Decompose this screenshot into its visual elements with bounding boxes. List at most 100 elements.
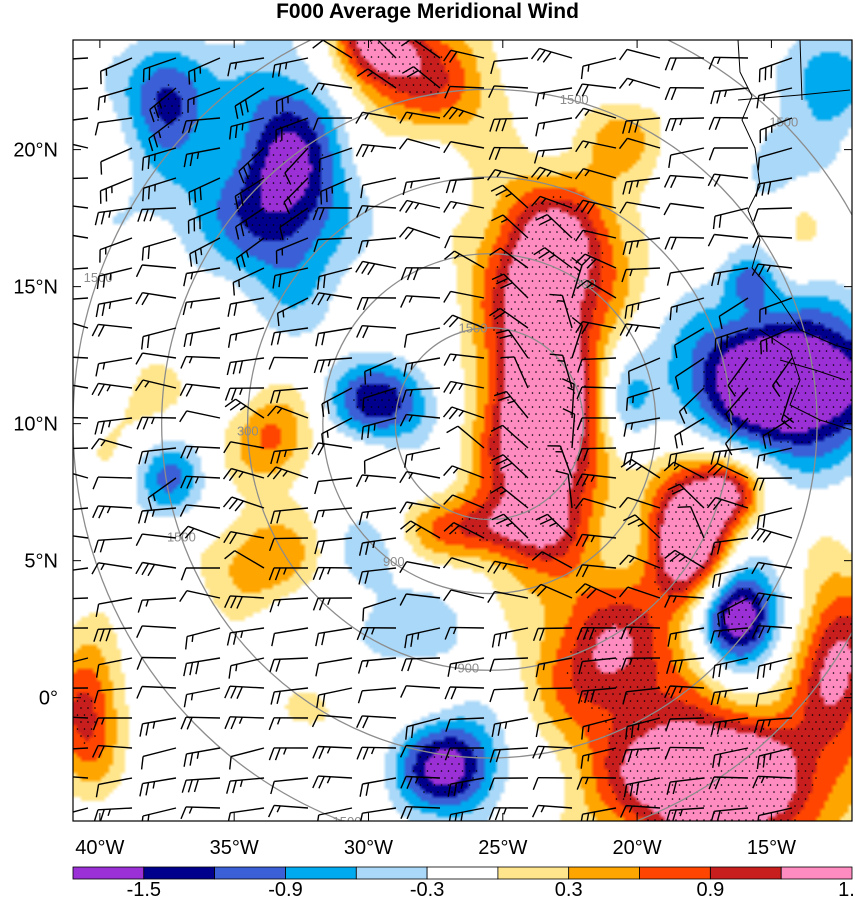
stipple-dot [549,343,551,345]
stipple-dot [839,406,842,408]
stipple-dot [517,224,520,226]
stipple-dot [489,504,492,506]
wind-barb [533,247,573,269]
stipple-dot [626,707,628,709]
stipple-dot [556,287,558,289]
stipple-dot [244,196,247,198]
stipple-dot [542,287,544,289]
stipple-dot [503,378,506,380]
stipple-dot [549,427,551,429]
wind-barb [535,213,573,239]
stipple-dot [517,462,520,464]
stipple-dot [276,161,278,163]
stipple-dot [678,700,681,702]
stipple-dot [297,217,299,219]
stipple-dot [500,301,502,303]
stipple-dot [405,84,408,86]
stipple-dot [419,756,422,758]
stipple-dot [836,637,838,639]
stipple-dot [458,749,460,751]
stipple-dot [773,343,775,345]
wind-barb [562,407,576,449]
stipple-dot [738,511,740,513]
stipple-dot [601,266,604,268]
stipple-dot [776,322,779,324]
significance-stippling [76,42,852,821]
wind-barb [268,537,309,552]
stipple-dot [584,245,586,247]
stipple-dot [472,749,474,751]
wind-barb [149,87,177,123]
stipple-dot [507,497,509,499]
wind-barb [780,387,795,430]
stipple-dot [472,511,474,513]
wind-barb [533,147,573,164]
stipple-dot [531,420,534,422]
stipple-dot [822,735,824,737]
stipple-dot [293,168,296,170]
stipple-dot [451,777,453,779]
stipple-dot [797,378,800,380]
stipple-dot [608,686,611,688]
stipple-dot [556,273,558,275]
stipple-dot [734,616,737,618]
wind-barb [663,202,705,216]
wind-barb [91,382,133,397]
stipple-dot [752,805,754,807]
stipple-dot [398,42,401,44]
stipple-dot [321,154,324,156]
stipple-dot [717,371,719,373]
colorbar-label: -0.3 [410,879,444,900]
wind-barb [576,776,617,790]
stipple-dot [664,742,667,744]
stipple-dot [584,441,586,443]
stipple-dot [713,378,716,380]
stipple-dot [745,371,747,373]
stipple-dot [794,805,796,807]
wind-barb [535,513,573,539]
stipple-dot [699,770,702,772]
stipple-dot [573,672,576,674]
stipple-dot [818,420,821,422]
stipple-dot [605,763,607,765]
stipple-dot [720,364,723,366]
stipple-dot [836,427,838,429]
stipple-dot [650,728,653,730]
stipple-dot [517,266,520,268]
wind-barb [268,717,309,731]
stipple-dot [528,343,530,345]
stipple-dot [496,280,499,282]
stipple-dot [167,112,170,114]
stipple-dot [787,343,789,345]
stipple-dot [370,42,373,44]
stipple-dot [748,756,751,758]
stipple-dot [601,686,604,688]
stipple-dot [731,399,733,401]
stipple-dot [181,112,184,114]
wind-barb [224,595,265,609]
stipple-dot [363,42,366,44]
stipple-dot [832,644,835,646]
wind-barb [91,744,133,759]
stipple-dot [657,588,660,590]
stipple-dot [710,763,712,765]
stipple-dot [759,763,761,765]
stipple-dot [430,49,432,51]
wind-barb [271,627,309,647]
stipple-dot [661,553,663,555]
wind-barb [96,267,133,290]
wind-barb [760,327,793,355]
stipple-dot [577,231,579,233]
stipple-dot [612,665,614,667]
stipple-dot [661,805,663,807]
stipple-dot [605,707,607,709]
stipple-dot [825,378,828,380]
stipple-dot [493,497,495,499]
stipple-dot [276,119,278,121]
wind-barb [771,357,793,397]
stipple-dot [552,308,555,310]
stipple-dot [566,224,569,226]
stipple-dot [619,609,621,611]
stipple-dot [535,399,537,401]
stipple-dot [668,581,670,583]
